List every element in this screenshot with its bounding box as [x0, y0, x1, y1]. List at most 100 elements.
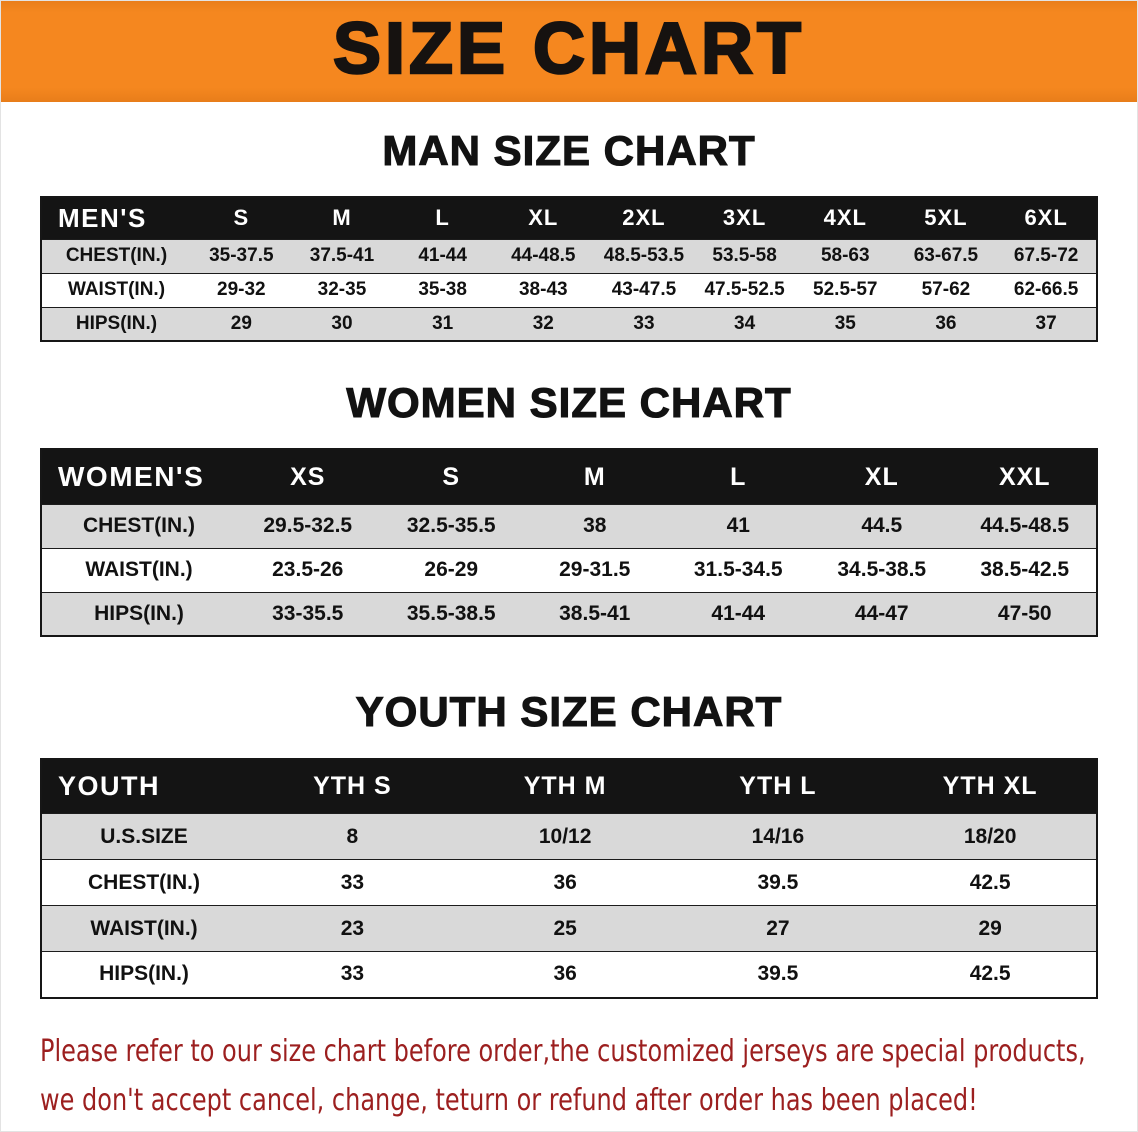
section-heading: WOMEN SIZE CHART: [346, 379, 792, 427]
row-label: WAIST(IN.): [41, 272, 191, 308]
size-header-cell: XXL: [953, 448, 1097, 505]
size-header-cell: XL: [492, 196, 594, 240]
size-header-cell: 5XL: [895, 196, 997, 240]
section-heading: MAN SIZE CHART: [382, 127, 756, 174]
table-title-cell: YOUTH: [41, 758, 246, 815]
row-label: WAIST(IN.): [41, 905, 246, 953]
notice-line-2: we don't accept cancel, change, teturn o…: [40, 1082, 978, 1118]
table-row: HIPS(IN.) 33 36 39.5 42.5: [41, 951, 1097, 999]
value-cell: 36: [458, 951, 672, 999]
table-title-cell: MEN'S: [41, 196, 191, 240]
section-heading: YOUTH SIZE CHART: [355, 688, 783, 736]
value-cell: 38: [523, 503, 667, 549]
value-cell: 32: [492, 306, 594, 342]
table-header-row: YOUTH YTH S YTH M YTH L YTH XL: [41, 758, 1097, 815]
notice-line-1: Please refer to our size chart before or…: [40, 1033, 1086, 1069]
value-cell: 35.5-38.5: [379, 591, 523, 637]
value-cell: 34: [694, 306, 795, 342]
value-cell: 37.5-41: [291, 238, 393, 274]
value-cell: 36: [895, 306, 997, 342]
size-header-cell: XL: [810, 448, 954, 505]
value-cell: 33-35.5: [236, 591, 380, 637]
value-cell: 29: [191, 306, 292, 342]
value-cell: 39.5: [671, 859, 885, 907]
row-label: HIPS(IN.): [41, 951, 246, 999]
value-cell: 52.5-57: [794, 272, 896, 308]
mens-size-table: MEN'S S M L XL 2XL 3XL 4XL 5XL 6XL CHEST(IN.) 35-37…: [40, 196, 1098, 343]
value-cell: 14/16: [671, 813, 885, 861]
value-cell: 42.5: [884, 951, 1097, 999]
table-row: WAIST(IN.) 23 25 27 29: [41, 905, 1097, 953]
value-cell: 41: [666, 503, 810, 549]
table-row: WAIST(IN.) 23.5-26 26-29 29-31.5 31.5-34.5 34…: [41, 547, 1097, 593]
value-cell: 31: [392, 306, 493, 342]
value-cell: 35-38: [392, 272, 493, 308]
value-cell: 42.5: [884, 859, 1097, 907]
table-title-cell: WOMEN'S: [41, 448, 236, 505]
size-header-cell: 6XL: [996, 196, 1097, 240]
table-row: CHEST(IN.) 35-37.5 37.5-41 41-44 44-48.5 48.5…: [41, 238, 1097, 274]
value-cell: 44.5-48.5: [953, 503, 1097, 549]
size-header-cell: S: [379, 448, 523, 505]
value-cell: 41-44: [392, 238, 493, 274]
table-row: HIPS(IN.) 33-35.5 35.5-38.5 38.5-41 41-44 44-…: [41, 591, 1097, 637]
value-cell: 35-37.5: [191, 238, 292, 274]
size-header-cell: 4XL: [794, 196, 896, 240]
size-header-cell: YTH XL: [884, 758, 1097, 815]
size-header-cell: YTH S: [246, 758, 459, 815]
value-cell: 33: [246, 951, 459, 999]
row-label: CHEST(IN.): [41, 503, 236, 549]
size-header-cell: M: [291, 196, 393, 240]
value-cell: 33: [246, 859, 459, 907]
value-cell: 26-29: [379, 547, 523, 593]
value-cell: 10/12: [458, 813, 672, 861]
value-cell: 23: [246, 905, 459, 953]
value-cell: 25: [458, 905, 672, 953]
value-cell: 35: [794, 306, 896, 342]
order-notice: Please refer to our size chart before or…: [40, 1027, 1138, 1125]
table-row: HIPS(IN.) 29 30 31 32 33 34 35 36 37: [41, 306, 1097, 342]
size-header-cell: XS: [236, 448, 380, 505]
value-cell: 30: [291, 306, 393, 342]
value-cell: 32.5-35.5: [379, 503, 523, 549]
value-cell: 29: [884, 905, 1097, 953]
table-header-row: MEN'S S M L XL 2XL 3XL 4XL 5XL 6XL: [41, 196, 1097, 240]
row-label: CHEST(IN.): [41, 238, 191, 274]
youth-size-table: YOUTH YTH S YTH M YTH L YTH XL U.S.SIZE 8 10/12…: [40, 757, 1098, 999]
value-cell: 58-63: [794, 238, 896, 274]
value-cell: 29-32: [191, 272, 292, 308]
row-label: HIPS(IN.): [41, 306, 191, 342]
row-label: U.S.SIZE: [41, 813, 246, 861]
value-cell: 43-47.5: [593, 272, 695, 308]
page-title: SIZE CHART: [332, 9, 805, 89]
value-cell: 18/20: [884, 813, 1097, 861]
value-cell: 31.5-34.5: [666, 547, 810, 593]
table-row: CHEST(IN.) 33 36 39.5 42.5: [41, 859, 1097, 907]
value-cell: 36: [458, 859, 672, 907]
value-cell: 47.5-52.5: [694, 272, 795, 308]
row-label: HIPS(IN.): [41, 591, 236, 637]
value-cell: 44-47: [810, 591, 954, 637]
value-cell: 23.5-26: [236, 547, 380, 593]
womens-size-table: WOMEN'S XS S M L XL XXL CHEST(IN.) 29.5-32.5 32.5…: [40, 448, 1098, 638]
value-cell: 67.5-72: [996, 238, 1097, 274]
size-header-cell: L: [666, 448, 810, 505]
value-cell: 33: [593, 306, 695, 342]
value-cell: 27: [671, 905, 885, 953]
value-cell: 38.5-41: [523, 591, 667, 637]
value-cell: 62-66.5: [996, 272, 1097, 308]
value-cell: 32-35: [291, 272, 393, 308]
value-cell: 38-43: [492, 272, 594, 308]
size-sections: MAN SIZE CHART MEN'S S M L XL 2XL 3XL 4XL 5XL 6XL C…: [0, 127, 1138, 999]
value-cell: 38.5-42.5: [953, 547, 1097, 593]
table-row: CHEST(IN.) 29.5-32.5 32.5-35.5 38 41 44.5 44.5…: [41, 503, 1097, 549]
value-cell: 44.5: [810, 503, 954, 549]
size-header-cell: M: [523, 448, 667, 505]
size-header-cell: YTH M: [458, 758, 672, 815]
value-cell: 47-50: [953, 591, 1097, 637]
table-row: U.S.SIZE 8 10/12 14/16 18/20: [41, 813, 1097, 861]
value-cell: 53.5-58: [694, 238, 795, 274]
value-cell: 63-67.5: [895, 238, 997, 274]
size-header-cell: 2XL: [593, 196, 695, 240]
